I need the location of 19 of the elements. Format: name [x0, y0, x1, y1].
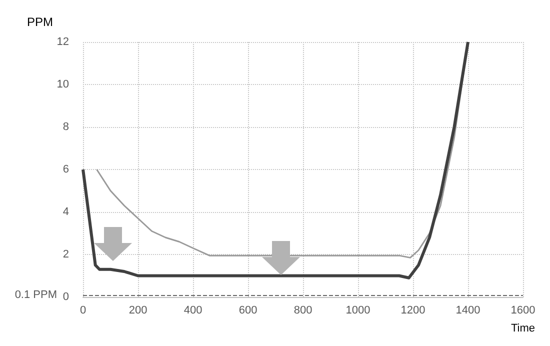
x-tick-label: 1600	[510, 304, 536, 316]
y-axis-title: PPM	[26, 15, 53, 29]
x-tick-label: 400	[184, 304, 202, 316]
x-axis-title: Time	[510, 322, 536, 334]
y-tick-label: 0	[62, 291, 69, 303]
y-tick-label: 10	[56, 78, 69, 90]
x-tick-label: 600	[238, 304, 258, 316]
x-tick-label: 0	[80, 304, 86, 316]
y-tick-label: 12	[56, 36, 69, 48]
x-tick-label: 1200	[400, 304, 426, 316]
y-tick-label: 8	[62, 121, 69, 133]
y-tick-label: 2	[62, 248, 69, 260]
ref-line-label: 0.1 PPM	[14, 288, 57, 301]
y-tick-label: 4	[62, 206, 69, 218]
x-tick-label: 1000	[346, 304, 370, 316]
x-tick-label: 800	[294, 304, 312, 316]
x-tick-label: 200	[128, 304, 148, 316]
y-tick-label: 6	[62, 164, 69, 176]
x-tick-label: 1400	[456, 304, 480, 316]
